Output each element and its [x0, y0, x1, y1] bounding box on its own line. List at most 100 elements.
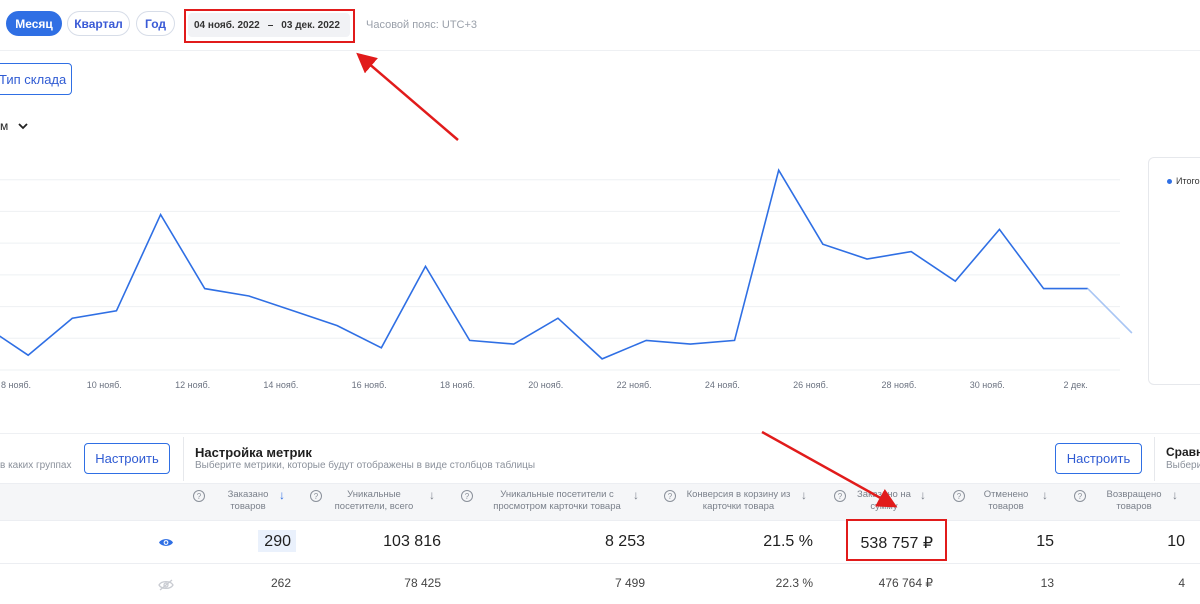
x-tick-label: 10 нояб. [86, 380, 122, 390]
x-tick-label: 20 нояб. [528, 380, 564, 390]
line-chart [0, 168, 1133, 371]
warehouse-type-button[interactable]: Тип склада [0, 63, 72, 95]
column-label-line: товаров [230, 501, 266, 512]
column-label-line: Уникальные посетители с [500, 489, 614, 500]
help-icon[interactable]: ? [461, 490, 473, 502]
settings-divider-left [183, 437, 184, 481]
metric-selector-label: м [0, 119, 9, 133]
x-tick-label: 8 нояб. [0, 380, 32, 390]
warehouse-type-label: Тип склада [0, 71, 67, 87]
column-header-cancelled[interactable]: Отменено товаров [980, 489, 1032, 513]
row1-cancelled: 15 [1036, 533, 1054, 550]
sort-arrow-icon[interactable]: ↓ [633, 488, 639, 502]
row1-card-visitors: 8 253 [604, 533, 645, 550]
help-icon[interactable]: ? [953, 490, 965, 502]
column-header-ordered-sum[interactable]: Заказано на сумму [852, 489, 916, 513]
groups-hint: в каких группах [0, 460, 72, 471]
row1-ordered-sum: 538 757 ₽ [860, 535, 933, 552]
help-icon[interactable]: ? [664, 490, 676, 502]
row2-ordered-sum: 476 764 ₽ [878, 576, 933, 590]
column-label-line: Конверсия в корзину из [686, 489, 791, 500]
date-separator: – [267, 19, 274, 31]
row1-returned: 10 [1167, 533, 1185, 550]
metric-selector[interactable]: м [0, 119, 28, 133]
configure-metrics-button[interactable]: Настроить [1055, 443, 1142, 474]
column-header-cart-conversion[interactable]: Конверсия в корзину из карточки товара [681, 489, 796, 513]
period-year-button[interactable]: Год [136, 11, 175, 36]
timezone-label: Часовой пояс: UTC+3 [366, 19, 478, 31]
period-quarter-button[interactable]: Квартал [67, 11, 130, 36]
series-line [0, 168, 1088, 360]
column-header-unique-visitors[interactable]: Уникальные посетители, всего [328, 489, 420, 513]
chart-series [0, 168, 1133, 360]
eye-off-icon[interactable] [158, 579, 174, 591]
x-tick-label: 2 дек. [1063, 380, 1088, 390]
series-line-partial [1087, 288, 1133, 334]
sort-arrow-icon[interactable]: ↓ [279, 488, 285, 502]
date-range-highlight [184, 9, 355, 43]
row2-cart-conversion: 22.3 % [775, 576, 813, 590]
date-start: 04 нояб. 2022 [194, 19, 260, 31]
legend-marker [1167, 179, 1172, 184]
settings-divider-right [1154, 437, 1155, 481]
compare-title: Сравн [1166, 445, 1200, 459]
table-header [0, 483, 1200, 521]
chevron-down-icon [18, 122, 28, 129]
row1-unique-visitors: 103 816 [383, 533, 441, 550]
column-label-line: Заказано на [857, 489, 911, 500]
column-label-line: сумму [870, 501, 898, 512]
column-header-card-visitors[interactable]: Уникальные посетители с просмотром карточ… [484, 489, 630, 513]
legend-panel [1148, 157, 1200, 385]
help-icon[interactable]: ? [193, 490, 205, 502]
column-label-line: Возвращено [1106, 489, 1162, 500]
row2-ordered: 262 [270, 576, 291, 590]
row2-cancelled: 13 [1040, 576, 1054, 590]
x-tick-label: 30 нояб. [969, 380, 1005, 390]
x-tick-label: 14 нояб. [263, 380, 299, 390]
metrics-settings-subtitle: Выберите метрики, которые будут отображе… [195, 460, 536, 471]
ordered-sum-highlight [846, 519, 947, 561]
top-divider [0, 50, 1200, 51]
row-divider [0, 563, 1200, 564]
column-header-returned[interactable]: Возвращено товаров [1100, 489, 1168, 513]
x-tick-label: 24 нояб. [704, 380, 740, 390]
x-tick-label: 18 нояб. [439, 380, 476, 390]
column-label-line: товаров [1116, 501, 1152, 512]
sort-arrow-icon[interactable]: ↓ [801, 488, 807, 502]
x-tick-label: 26 нояб. [793, 380, 829, 390]
eye-icon[interactable] [158, 537, 174, 548]
column-label-line: Уникальные [347, 489, 401, 500]
sort-arrow-icon[interactable]: ↓ [429, 488, 435, 502]
configure-groups-button[interactable]: Настроить [84, 443, 170, 474]
x-tick-label: 16 нояб. [351, 380, 387, 390]
sort-arrow-icon[interactable]: ↓ [1042, 488, 1048, 502]
help-icon[interactable]: ? [1074, 490, 1086, 502]
column-label-line: Заказано [227, 489, 269, 500]
column-label-line: просмотром карточки товара [493, 501, 621, 512]
column-label-line: товаров [988, 501, 1024, 512]
row2-unique-visitors: 78 425 [404, 576, 441, 590]
chart-gridlines [0, 179, 1120, 371]
period-month-button[interactable]: Месяц [6, 11, 62, 36]
date-range-picker[interactable]: 04 нояб. 2022 – 03 дек. 2022 [188, 13, 350, 37]
column-label-line: Отменено [983, 489, 1029, 500]
row1-cart-conversion: 21.5 % [763, 533, 813, 550]
sort-arrow-icon[interactable]: ↓ [920, 488, 926, 502]
x-tick-label: 22 нояб. [616, 380, 652, 390]
sort-arrow-icon[interactable]: ↓ [1172, 488, 1178, 502]
date-end: 03 дек. 2022 [281, 19, 340, 31]
selected-cell-highlight [258, 530, 296, 552]
compare-subtitle: Выбери [1166, 460, 1200, 471]
row2-card-visitors: 7 499 [614, 576, 645, 590]
help-icon[interactable]: ? [834, 490, 846, 502]
x-tick-label: 28 нояб. [881, 380, 917, 390]
section-divider [0, 433, 1200, 434]
legend-total-label: Итого [1176, 176, 1200, 186]
column-label-line: карточки товара [702, 501, 775, 512]
row2-returned: 4 [1178, 576, 1185, 590]
column-header-ordered[interactable]: Заказано товаров [222, 489, 274, 513]
help-icon[interactable]: ? [310, 490, 322, 502]
row1-ordered: 290 [264, 533, 291, 550]
column-label-line: посетители, всего [334, 501, 414, 512]
metrics-settings-title: Настройка метрик [195, 445, 312, 460]
